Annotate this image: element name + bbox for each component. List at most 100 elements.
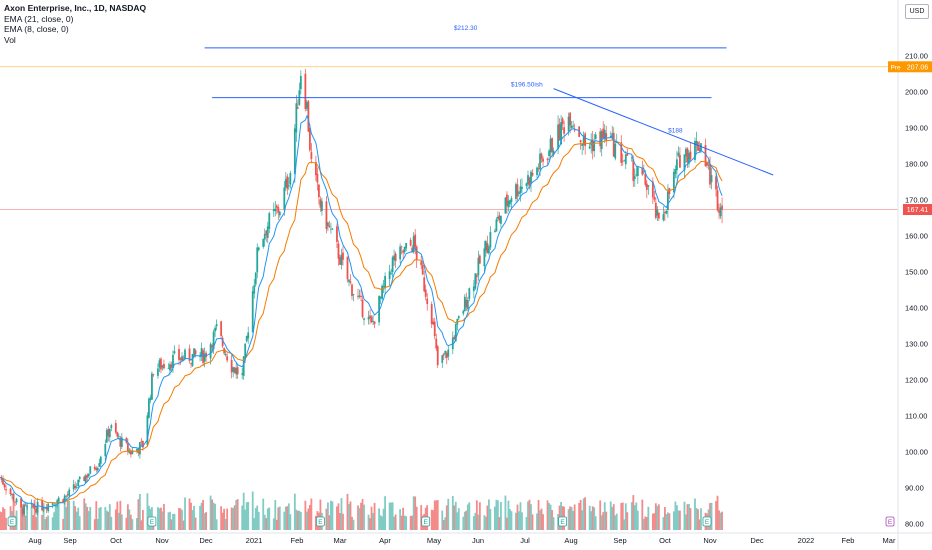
candle — [51, 503, 54, 505]
candle — [612, 132, 615, 157]
volume-bar — [244, 509, 247, 530]
candle — [20, 498, 22, 508]
volume-bar — [99, 507, 102, 530]
candle — [394, 253, 397, 262]
candle — [214, 327, 217, 332]
volume-bar — [685, 514, 687, 530]
volume-bar — [540, 508, 543, 530]
candle — [561, 118, 564, 125]
candle — [56, 500, 59, 504]
candle — [172, 354, 174, 368]
candle — [445, 352, 448, 358]
candle — [149, 397, 152, 401]
x-tick-label: Oct — [110, 536, 123, 545]
candle — [414, 234, 417, 248]
earnings-marker[interactable] — [7, 516, 17, 527]
volume-bar — [668, 513, 671, 530]
volume-bar — [495, 499, 498, 530]
candle — [685, 148, 687, 157]
volume-bar — [182, 520, 185, 530]
volume-bar — [233, 505, 236, 530]
volume-bar — [319, 499, 322, 530]
candle — [552, 150, 555, 155]
candle — [624, 154, 627, 165]
volume-bar — [477, 514, 480, 530]
volume-bar — [304, 500, 307, 530]
candle — [160, 358, 162, 370]
volume-bar — [497, 500, 499, 530]
volume-bar — [688, 504, 690, 530]
volume-bar — [96, 519, 99, 530]
candle — [602, 128, 605, 138]
candle — [26, 506, 28, 507]
volume-bar — [125, 517, 128, 530]
volume-bar — [506, 517, 508, 530]
ema21-legend[interactable]: EMA (21, close, 0) — [4, 13, 74, 24]
earnings-marker[interactable] — [702, 516, 712, 527]
x-tick-label: Aug — [28, 536, 41, 545]
earnings-marker[interactable] — [316, 516, 325, 527]
volume-bar — [673, 511, 675, 530]
ema8-legend[interactable]: EMA (8, close, 0) — [4, 24, 69, 34]
candle — [704, 145, 707, 167]
earnings-marker[interactable] — [147, 516, 157, 527]
candle — [14, 501, 16, 503]
candle — [32, 504, 34, 508]
volume-bar — [441, 510, 444, 530]
candle — [381, 285, 383, 299]
volume-bar — [56, 503, 59, 530]
x-tick-label: Sep — [613, 536, 626, 545]
candle — [465, 299, 468, 308]
x-tick-label: Apr — [379, 536, 391, 545]
candle — [426, 298, 429, 305]
candle — [36, 501, 39, 513]
candle — [367, 316, 370, 320]
candle — [104, 444, 107, 457]
volume-bar — [498, 517, 501, 530]
earnings-marker[interactable] — [421, 516, 431, 527]
earnings-marker[interactable] — [558, 516, 567, 527]
candle — [662, 214, 665, 221]
earnings-letter: E — [424, 519, 429, 526]
volume-bar — [351, 516, 353, 530]
candle — [466, 299, 469, 309]
volume-bar — [327, 502, 329, 530]
volume-bar — [268, 507, 271, 530]
candle — [0, 479, 3, 480]
candle — [641, 167, 644, 175]
volume-bar — [36, 504, 39, 530]
trend-line[interactable] — [553, 88, 774, 176]
candle — [572, 125, 575, 127]
volume-bar — [331, 501, 334, 530]
volume-bar — [620, 502, 623, 530]
volume-bar — [683, 501, 686, 530]
volume-bar — [2, 507, 4, 530]
volume-bar — [689, 508, 692, 530]
x-tick-label: Mar — [883, 536, 896, 545]
volume-bar — [635, 502, 638, 530]
candle — [593, 141, 596, 151]
candle — [536, 167, 538, 176]
volume-bar — [89, 506, 92, 530]
currency-button[interactable]: USD — [905, 4, 929, 19]
volume-bar — [599, 500, 602, 530]
volume-bar — [226, 508, 229, 530]
candle — [194, 350, 197, 355]
candle — [241, 373, 244, 375]
volume-bar — [66, 499, 69, 530]
volume-bar — [274, 500, 277, 530]
candle — [573, 129, 576, 131]
candle — [707, 164, 710, 166]
volume-bar — [348, 503, 350, 530]
volume-bar — [74, 506, 77, 530]
volume-bar — [602, 512, 605, 530]
x-tick-label: Nov — [155, 536, 169, 545]
events-marker[interactable] — [885, 516, 895, 527]
candle — [242, 356, 245, 376]
candle — [293, 128, 296, 174]
candle — [157, 368, 159, 376]
volume-bar — [486, 505, 489, 530]
volume-bar — [23, 505, 25, 530]
vol-legend[interactable]: Vol — [4, 34, 16, 45]
